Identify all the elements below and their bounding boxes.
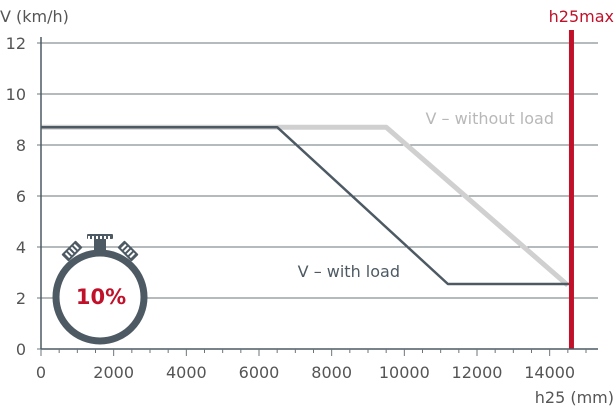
- series-label-with-load: V – with load: [298, 262, 400, 281]
- x-tick-label: 0: [36, 363, 46, 382]
- threshold-label: h25max: [549, 7, 614, 26]
- y-tick-label: 12: [6, 34, 26, 53]
- grid-lines: [41, 42, 598, 299]
- x-tick-label: 10000: [379, 363, 430, 382]
- y-axis-label: V (km/h): [0, 7, 69, 26]
- y-tick-label: 8: [16, 136, 26, 155]
- axes: [37, 37, 598, 356]
- y-tick-label: 10: [6, 85, 26, 104]
- y-tick-label: 4: [16, 238, 26, 257]
- x-tick-label: 14000: [524, 363, 575, 382]
- x-tick-label: 4000: [166, 363, 207, 382]
- x-axis-label: h25 (mm): [535, 388, 614, 407]
- stopwatch-icon: [52, 234, 148, 345]
- x-tick-label: 8000: [311, 363, 352, 382]
- x-tick-label: 2000: [93, 363, 134, 382]
- y-tick-label: 2: [16, 289, 26, 308]
- x-tick-label: 6000: [239, 363, 280, 382]
- y-tick-label: 0: [16, 340, 26, 359]
- series-group: [41, 124, 572, 288]
- y-tick-label: 6: [16, 187, 26, 206]
- series-label-without-load: V – without load: [425, 109, 554, 128]
- x-tick-label: 12000: [452, 363, 503, 382]
- stopwatch-badge-text: 10%: [76, 285, 126, 309]
- series-line-with-load: [41, 125, 572, 286]
- tick-labels: 0 2 4 6 8 10 12 0 2000 4000 6000 8000 10000 12000 1400…: [6, 34, 575, 382]
